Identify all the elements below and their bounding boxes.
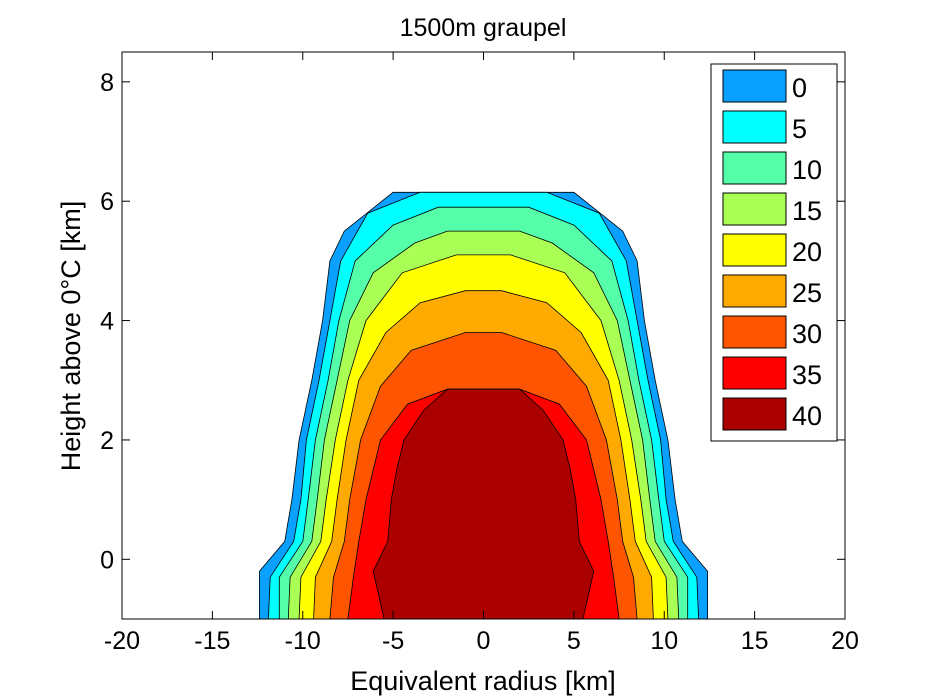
legend-label-10: 10 bbox=[792, 155, 822, 185]
legend: 0 5 10 15 20 25 30 35 40 bbox=[710, 63, 838, 442]
y-tick-label: 4 bbox=[100, 308, 114, 336]
x-tick-label: -10 bbox=[285, 627, 321, 655]
x-tick-label: -20 bbox=[104, 627, 140, 655]
x-tick-label: 15 bbox=[741, 627, 769, 655]
contour-fills bbox=[259, 191, 708, 620]
legend-swatch-25 bbox=[722, 274, 787, 308]
legend-label-25: 25 bbox=[792, 278, 822, 308]
contour-level-40 bbox=[372, 388, 595, 620]
legend-label-20: 20 bbox=[792, 237, 822, 267]
legend-label-0: 0 bbox=[792, 73, 807, 103]
legend-swatch-10 bbox=[722, 151, 787, 185]
y-axis-ticks: 0 2 4 6 8 bbox=[100, 69, 845, 574]
legend-swatch-40 bbox=[722, 397, 787, 431]
x-tick-label: 20 bbox=[831, 627, 859, 655]
legend-swatch-15 bbox=[722, 192, 787, 226]
x-tick-label: 10 bbox=[650, 627, 678, 655]
legend-swatch-5 bbox=[722, 110, 787, 144]
y-tick-label: 6 bbox=[100, 188, 114, 216]
legend-swatch-0 bbox=[722, 69, 787, 103]
y-tick-label: 0 bbox=[100, 546, 114, 574]
y-tick-label: 8 bbox=[100, 69, 114, 97]
x-axis-label: Equivalent radius [km] bbox=[350, 666, 616, 696]
y-tick-label: 2 bbox=[100, 427, 114, 455]
legend-label-30: 30 bbox=[792, 319, 822, 349]
legend-label-35: 35 bbox=[792, 360, 822, 390]
legend-label-15: 15 bbox=[792, 196, 822, 226]
x-tick-label: 5 bbox=[567, 627, 581, 655]
legend-label-5: 5 bbox=[792, 114, 807, 144]
legend-label-40: 40 bbox=[792, 401, 822, 431]
legend-swatch-20 bbox=[722, 233, 787, 267]
y-axis-label: Height above 0°C [km] bbox=[56, 201, 86, 471]
legend-swatch-30 bbox=[722, 315, 787, 349]
x-tick-label: -5 bbox=[382, 627, 404, 655]
x-tick-label: -15 bbox=[194, 627, 230, 655]
x-tick-label: 0 bbox=[477, 627, 491, 655]
x-axis-ticks: -20 -15 -10 -5 0 5 10 15 20 bbox=[104, 52, 859, 655]
chart-title: 1500m graupel bbox=[400, 14, 567, 42]
legend-swatch-35 bbox=[722, 356, 787, 390]
